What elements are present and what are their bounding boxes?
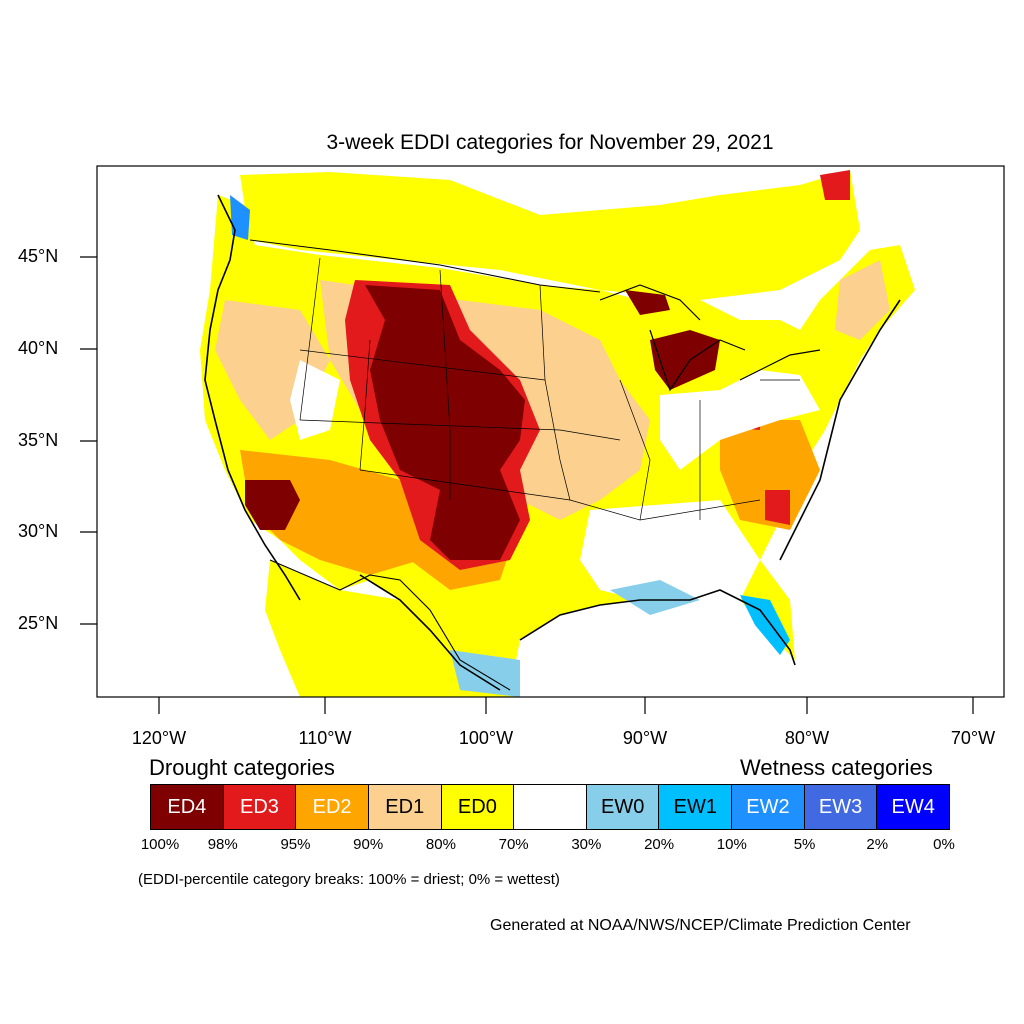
lon-label-110w: 110°W [298,728,352,748]
legend-break-label: 10% [716,836,747,853]
legend-break-label: 30% [571,836,602,853]
state-boundaries [299,257,800,521]
legend-swatch-ed1: ED1 [368,785,442,829]
canada-us-border [249,239,601,293]
mexico-land [265,560,520,697]
lat-label-40: 40°N [18,338,59,358]
ed4-core [365,285,525,560]
lon-label-100w: 100°W [458,728,514,748]
lon-label-120w: 120°W [131,728,187,748]
legend-swatch-ed0: ED0 [441,785,515,829]
great-lakes [599,284,821,392]
legend-break-label: 100% [140,836,180,853]
map-outlines [204,194,901,691]
legend-swatch-ew0: EW0 [586,785,660,829]
neutral-southeast [580,500,760,600]
footnote: (EDDI-percentile category breaks: 100% =… [138,871,560,888]
legend-break-label: 98% [207,836,238,853]
lon-label-80w: 80°W [784,728,830,748]
lat-label-25: 25°N [18,613,59,633]
ed1-northeast [835,260,890,340]
conus-coastline [204,194,901,691]
ed4-upper-michigan [625,290,670,315]
map-plot-area [97,166,1004,697]
axis-ticks [80,256,974,714]
map-title: 3-week EDDI categories for November 29, … [326,131,774,154]
ed4-michigan [650,330,720,390]
legend-swatch-ew1: EW1 [659,785,733,829]
legend-break-label: 90% [353,836,384,853]
lat-label-30: 30°N [18,521,59,541]
lat-label-35: 35°N [18,430,59,450]
wetness-categories-heading: Wetness categories [740,755,933,780]
lon-label-70w: 70°W [950,728,996,748]
drought-categories-heading: Drought categories [149,755,335,780]
ew1-florida [740,595,790,655]
legend-break-label: 20% [644,836,675,853]
legend-swatch-ed3: ED3 [223,785,297,829]
legend-swatch-neutral [514,785,587,829]
ed3-canada-east [820,170,850,200]
legend-colorbar: ED4 ED3 ED2 ED1 ED0 EW0 EW1 EW2 EW3 EW4 [150,784,950,830]
legend-swatch-ew3: EW3 [804,785,878,829]
legend-swatch-ed2: ED2 [296,785,369,829]
lat-label-45: 45°N [18,246,59,266]
ew0-gulf-coast [610,580,700,615]
legend-swatch-ew2: EW2 [732,785,805,829]
ed4-california [245,480,300,530]
legend-swatch-ew4: EW4 [877,785,950,829]
ed3-carolina [765,490,790,525]
legend-break-label: 2% [866,836,889,853]
legend-break-label: 80% [425,836,456,853]
legend-break-label: 95% [280,836,311,853]
lon-label-90w: 90°W [622,728,668,748]
credit-line: Generated at NOAA/NWS/NCEP/Climate Predi… [490,917,911,934]
legend-break-label: 70% [498,836,529,853]
us-mexico-border [269,559,511,691]
legend-break-label: 5% [793,836,816,853]
canada-strip [240,170,860,300]
legend-swatch-ed4: ED4 [151,785,224,829]
legend-break-label: 0% [933,836,955,853]
